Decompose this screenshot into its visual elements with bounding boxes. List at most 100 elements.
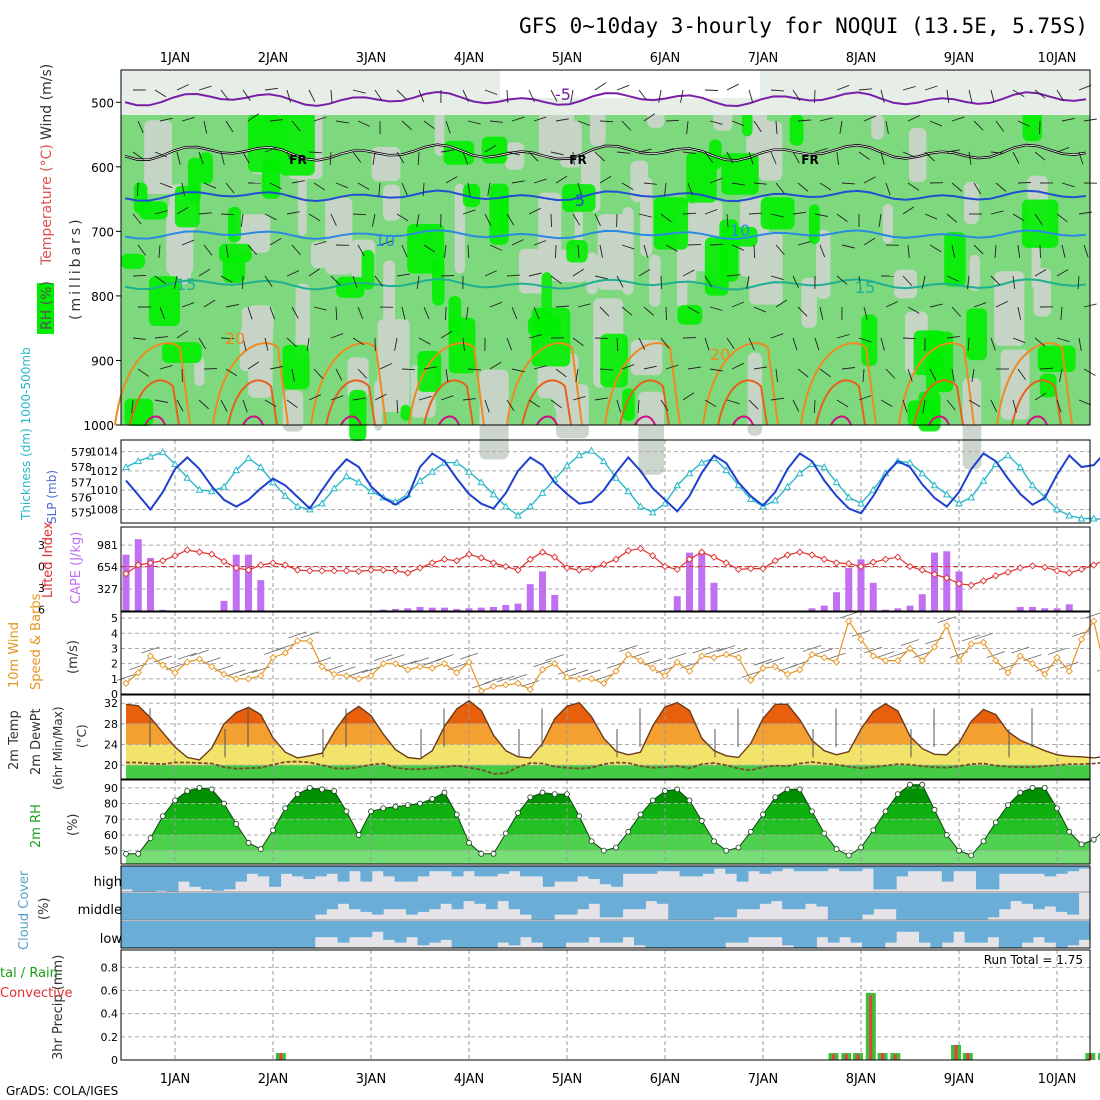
cloud-cover-bar	[554, 866, 567, 882]
wind-barb	[995, 182, 1007, 192]
wind10-barb	[484, 677, 503, 684]
wind-barb	[1034, 269, 1047, 277]
wind10-barb	[227, 669, 246, 677]
wind-barb	[176, 399, 184, 412]
cloud-cover-bar	[314, 921, 327, 938]
cloud-cover-bar	[406, 866, 418, 882]
cape-bar	[906, 605, 914, 611]
thickness-point	[171, 460, 179, 468]
cloud-cover-bar	[805, 866, 817, 872]
cloud-cover-bar	[816, 866, 829, 872]
wind-barb	[994, 244, 997, 259]
cloud-cover-bar	[702, 921, 715, 948]
cloud-cover-bar	[155, 921, 168, 948]
thickness-point	[844, 493, 853, 501]
wind10-barb	[839, 611, 858, 619]
wind-barb	[594, 275, 608, 280]
wind10-barb	[631, 651, 650, 658]
temp2m-panel: 20 24 28 32	[104, 694, 1100, 780]
wind-barb	[775, 244, 785, 256]
precip-tick-label: 0.4	[101, 1008, 119, 1021]
upper-rh-label: RH (%)	[39, 281, 55, 330]
slp-tick-label: 1008	[90, 503, 118, 516]
wind-barb	[198, 85, 212, 91]
wind-barb	[550, 213, 553, 228]
wind10-point	[330, 670, 338, 678]
rh-point	[992, 819, 999, 826]
wind-barb	[372, 151, 376, 165]
wind-barb	[577, 182, 582, 196]
wind-barb	[616, 399, 622, 413]
isotherm-30-loop	[634, 415, 656, 426]
cloud-cover-bar	[428, 893, 441, 910]
rh-moist-patch	[133, 182, 148, 214]
wind-barb	[967, 275, 970, 289]
cloud-cover-bar	[634, 866, 646, 874]
thickness-label: Thickness (dm) 1000-500mb	[19, 347, 33, 521]
cloud-cover-bar	[793, 921, 806, 948]
rh-point	[1017, 789, 1024, 796]
wind-barb	[484, 270, 497, 277]
rh-moist-patch	[336, 276, 365, 298]
cloud-cover-bar	[1021, 866, 1034, 874]
thickness-point	[795, 469, 804, 477]
cloud-cover-bar	[497, 893, 510, 902]
cloud-cover-bar	[884, 921, 897, 943]
wind10-point	[600, 679, 608, 688]
wind-barb	[131, 399, 134, 413]
cloud-cover-bar	[599, 866, 612, 885]
wind-barb	[1083, 244, 1089, 258]
wind10-barb	[459, 652, 479, 660]
temp-band	[126, 765, 1090, 779]
wind-barb	[396, 151, 405, 164]
contour-label: 10	[375, 231, 395, 250]
rh-moist-patch	[161, 342, 202, 364]
wind-barb	[1078, 337, 1082, 351]
wind10-barb	[692, 646, 711, 654]
wind-barb	[396, 273, 410, 277]
li-point	[857, 562, 865, 571]
cloud-cover-bar	[132, 893, 145, 920]
cloud-cover-bar	[143, 893, 156, 920]
thickness-point	[293, 502, 302, 510]
wind-barb	[862, 368, 865, 383]
wind-barb	[819, 182, 832, 191]
rh-point	[919, 781, 926, 788]
wind-barb	[335, 182, 349, 189]
cloud-cover-bar	[1044, 893, 1057, 907]
wind10-barb	[374, 654, 393, 662]
li-point	[979, 577, 988, 585]
rh-moist-patch	[124, 398, 154, 427]
cloud-cover-bar	[850, 866, 863, 872]
wind10-barb	[533, 660, 552, 668]
temp-bands	[126, 700, 1090, 779]
wind10-point	[281, 649, 289, 657]
li-tick-label: 0	[38, 560, 45, 573]
wind-barb	[680, 89, 684, 103]
wind-barb	[489, 244, 502, 251]
cloud-cover-bar	[246, 866, 259, 874]
wind-barb	[753, 366, 767, 370]
cloud-cover-bar	[200, 893, 213, 920]
wind-barb	[885, 182, 891, 196]
li-point	[832, 559, 841, 567]
wind-barb	[308, 89, 316, 102]
rh-band	[126, 834, 1090, 851]
wind-barb	[792, 337, 798, 351]
cape-bar	[257, 580, 265, 611]
wind-barb	[682, 151, 696, 154]
contour-label: 20	[225, 329, 245, 348]
wind-barb	[836, 334, 850, 339]
wind-barb	[291, 368, 295, 382]
wind-barb	[775, 182, 785, 194]
wind-barb	[396, 399, 399, 414]
cloud-cover-bar	[440, 866, 453, 872]
wind10-barb	[496, 675, 515, 683]
thickness-point	[771, 496, 780, 504]
cloud-cover-bar	[485, 866, 498, 877]
cloud-cover-bar	[143, 866, 156, 892]
li-point	[1028, 562, 1037, 570]
wind-barb	[379, 240, 393, 246]
wind10-point	[808, 650, 816, 659]
isotherm-20-loop	[114, 342, 191, 426]
